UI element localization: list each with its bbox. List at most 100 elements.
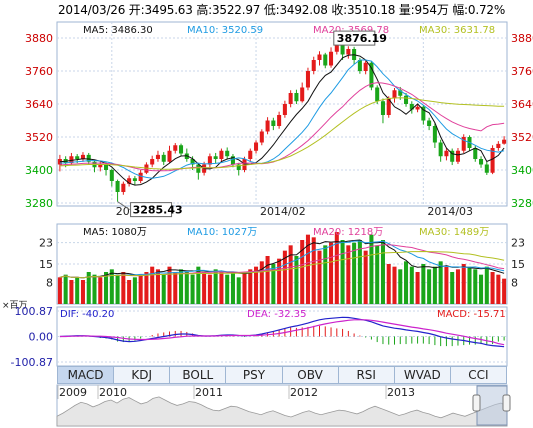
low-annotation: 3285.43 <box>133 204 183 217</box>
volume-bar <box>219 272 224 304</box>
candle-body <box>161 154 166 162</box>
candle-body <box>502 139 507 144</box>
volume-tick-right: 23 <box>511 237 525 250</box>
volume-bar <box>150 266 155 304</box>
navigator-year-label: 2011 <box>195 386 223 399</box>
candle-body <box>115 181 120 192</box>
candle-body <box>69 156 74 164</box>
navigator-year-label: 2012 <box>290 386 318 399</box>
candle-body <box>155 154 160 159</box>
open-label: 开: <box>128 3 145 17</box>
navigator-handle-right[interactable] <box>502 394 511 412</box>
navigator-handle-left[interactable] <box>472 394 481 412</box>
volume-bar <box>121 272 126 304</box>
tab-boll[interactable]: BOLL <box>169 366 226 384</box>
candle-body <box>179 145 184 154</box>
candle-body <box>427 120 432 126</box>
candle-body <box>496 143 501 148</box>
volume-ma-line-10 <box>59 240 505 279</box>
change-label: 幅: <box>452 3 468 17</box>
candle-body <box>230 156 235 165</box>
price-tick-right: 3760 <box>511 65 533 78</box>
tab-obv[interactable]: OBV <box>281 366 338 384</box>
navigator-year-label: 2009 <box>59 386 87 399</box>
volume-bar <box>490 272 495 304</box>
volume-bar <box>450 272 455 304</box>
volume-bar <box>502 278 507 304</box>
tab-kdj[interactable]: KDJ <box>113 366 170 384</box>
volume-bar <box>294 256 299 304</box>
volume-bar <box>127 280 132 304</box>
low-annotation-box <box>130 202 173 218</box>
volume-tick-left: 23 <box>39 237 53 250</box>
macd-tick-left: 100.87 <box>15 305 54 318</box>
volume-bar <box>334 232 339 304</box>
candle-body <box>346 49 351 55</box>
price-tick-left: 3400 <box>25 164 53 177</box>
tab-rsi[interactable]: RSI <box>337 366 394 384</box>
volume-bar <box>202 272 207 304</box>
candle-body <box>300 87 305 102</box>
volume-legend-ma10: MA10: 1027万 <box>187 227 257 238</box>
candle-body <box>375 87 380 102</box>
candle-body <box>363 62 368 71</box>
price-legend-ma30: MA30: 3631.78 <box>419 25 495 36</box>
candle-body <box>282 104 287 115</box>
price-legend-ma10: MA10: 3520.59 <box>187 25 263 36</box>
volume-bar <box>329 242 334 304</box>
volume-bar <box>271 264 276 304</box>
volume-bar <box>467 266 472 304</box>
volume-bar <box>432 266 437 304</box>
macd-tick-left: -100.87 <box>11 356 53 369</box>
volume-bar <box>479 274 484 304</box>
candle-body <box>109 170 114 181</box>
volume-tick-left: 15 <box>39 258 53 271</box>
volume-bar <box>461 264 466 304</box>
quote-header: 2014/03/26 开:3495.63 高:3522.97 低:3492.08… <box>58 1 505 18</box>
volume-tick-right: 15 <box>511 258 525 271</box>
volume-bar <box>317 250 322 304</box>
candle-body <box>219 150 224 159</box>
volume-bar <box>184 272 189 304</box>
price-tick-right: 3640 <box>511 98 533 111</box>
volume-bar <box>427 269 432 304</box>
volume-bar <box>265 256 270 304</box>
candle-body <box>259 131 264 143</box>
date-tick-label: 2014/03 <box>427 205 473 218</box>
volume-bar <box>311 237 316 304</box>
candle-body <box>398 90 403 96</box>
candle-body <box>213 156 218 159</box>
price-tick-right: 3280 <box>511 197 533 210</box>
tab-macd[interactable]: MACD <box>57 366 114 384</box>
candle-body <box>369 62 374 88</box>
macd-legend-macd: MACD: -15.71 <box>437 309 506 320</box>
price-panel-frame <box>56 21 508 207</box>
ma-line-ma20 <box>59 82 505 172</box>
ma-line-ma10 <box>59 59 505 179</box>
volume-bar <box>75 277 80 304</box>
ma-line-ma5 <box>59 54 505 186</box>
close-value: 3510.18 <box>347 3 396 17</box>
tab-psy[interactable]: PSY <box>225 366 282 384</box>
high-label: 高: <box>196 3 212 17</box>
candle-body <box>455 150 460 162</box>
tab-wvad[interactable]: WVAD <box>393 366 450 384</box>
volume-bar <box>473 269 478 304</box>
indicator-tabs: MACD KDJ BOLL PSY OBV RSI WVAD CCI <box>57 366 507 384</box>
volume-bar <box>86 272 91 304</box>
quote-date: 2014/03/26 <box>58 3 126 17</box>
candle-body <box>421 106 426 121</box>
date-tick-label: 2014/02 <box>260 205 306 218</box>
volume-bar <box>207 274 212 304</box>
candle-body <box>236 164 241 170</box>
candle-body <box>490 148 495 173</box>
tab-cci[interactable]: CCI <box>449 366 507 384</box>
volume-bar <box>455 269 460 304</box>
volume-bar <box>305 234 310 304</box>
candle-body <box>271 120 276 126</box>
navigator-selection <box>476 385 508 426</box>
price-tick-right: 3520 <box>511 131 533 144</box>
volume-bar <box>421 264 426 304</box>
volume-legend-ma5: MA5: 1080万 <box>83 227 147 238</box>
volume-bar <box>109 269 114 304</box>
